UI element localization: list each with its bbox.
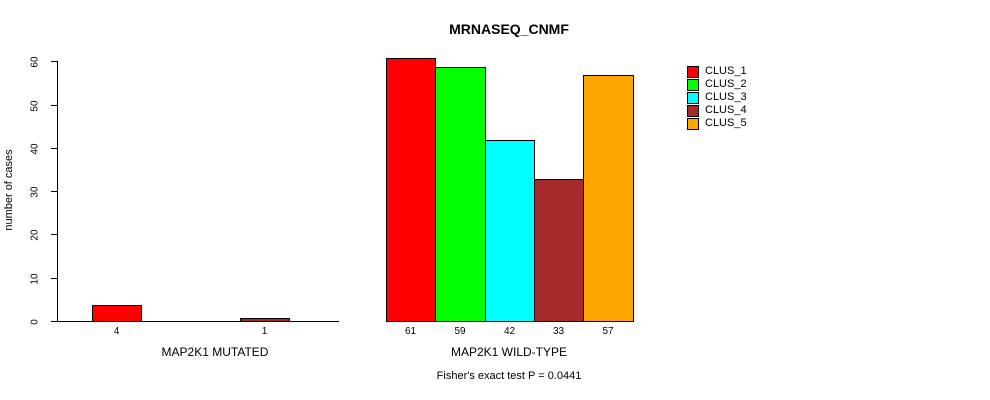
legend-item: CLUS_4 bbox=[687, 104, 747, 117]
y-tick bbox=[51, 148, 58, 149]
bar bbox=[386, 58, 436, 322]
legend-label: CLUS_4 bbox=[705, 104, 747, 116]
legend-swatch bbox=[687, 91, 699, 104]
y-tick-label: 0 bbox=[29, 319, 41, 325]
legend-item: CLUS_2 bbox=[687, 78, 747, 91]
bar-value-label: 61 bbox=[404, 326, 417, 337]
legend-label: CLUS_1 bbox=[705, 65, 747, 77]
bar-value-label: 59 bbox=[454, 326, 466, 337]
bar bbox=[534, 179, 584, 322]
legend-item: CLUS_3 bbox=[687, 91, 747, 104]
bar bbox=[583, 75, 634, 322]
bar bbox=[485, 140, 535, 322]
y-axis-label: number of cases bbox=[3, 149, 15, 231]
y-tick-label: 50 bbox=[29, 100, 41, 112]
x-baseline bbox=[58, 321, 339, 322]
legend-label: CLUS_2 bbox=[705, 78, 747, 90]
legend-swatch bbox=[687, 104, 699, 117]
legend-swatch bbox=[687, 117, 699, 130]
y-tick-label: 20 bbox=[29, 229, 41, 241]
y-tick bbox=[51, 61, 58, 62]
legend-swatch bbox=[687, 65, 699, 78]
y-tick bbox=[51, 105, 58, 106]
y-tick bbox=[51, 234, 58, 235]
y-axis-line bbox=[57, 62, 58, 322]
legend-swatch bbox=[687, 78, 699, 91]
annotation-text: Fisher's exact test P = 0.0441 bbox=[436, 370, 582, 382]
y-tick-label: 60 bbox=[29, 56, 41, 68]
y-tick-label: 40 bbox=[29, 143, 41, 155]
legend-label: CLUS_3 bbox=[705, 91, 747, 103]
legend-item: CLUS_5 bbox=[687, 117, 747, 130]
y-tick bbox=[51, 191, 58, 192]
legend-item: CLUS_1 bbox=[687, 65, 747, 78]
y-tick bbox=[51, 321, 58, 322]
bar bbox=[435, 67, 486, 322]
group-label: MAP2K1 MUTATED bbox=[161, 345, 269, 359]
bar-value-label: 33 bbox=[552, 326, 565, 337]
bar-value-label: 57 bbox=[602, 326, 614, 337]
y-tick bbox=[51, 278, 58, 279]
y-tick-label: 10 bbox=[29, 273, 41, 285]
bar-value-label: 1 bbox=[261, 326, 268, 337]
y-tick-label: 30 bbox=[29, 186, 41, 198]
bar-value-label: 4 bbox=[113, 326, 120, 337]
bar bbox=[92, 305, 142, 322]
bar bbox=[240, 318, 290, 322]
legend: CLUS_1 CLUS_2 CLUS_3 CLUS_4 CLUS_5 bbox=[687, 65, 747, 130]
group-label: MAP2K1 WILD-TYPE bbox=[450, 345, 568, 359]
bar-value-label: 42 bbox=[503, 326, 516, 337]
chart-title: MRNASEQ_CNMF bbox=[449, 21, 569, 37]
legend-label: CLUS_5 bbox=[705, 117, 747, 129]
